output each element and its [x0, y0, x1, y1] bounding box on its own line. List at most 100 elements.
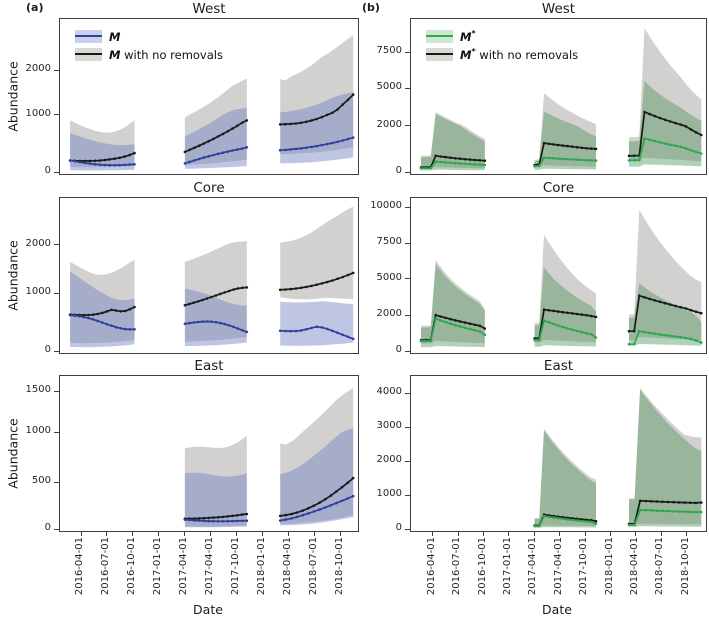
y-tick-label: 0 — [395, 344, 402, 355]
x-tick-label: 2017-10-01 — [229, 537, 241, 596]
x-tick-mark — [635, 531, 637, 536]
panel-title: East — [194, 358, 224, 374]
y-tick-mark — [54, 350, 59, 352]
x-tick-label: 2018-07-01 — [307, 537, 319, 596]
x-tick-mark — [508, 531, 510, 536]
y-tick-mark — [54, 244, 59, 246]
x-tick-label: 2016-04-01 — [425, 537, 437, 596]
y-tick-label: 0 — [395, 522, 402, 533]
y-tick-mark — [405, 314, 410, 316]
panel-b-west: West M* M* with no removals — [405, 1, 707, 175]
x-tick-mark — [483, 531, 484, 536]
x-tick-label: 2017-04-01 — [177, 537, 189, 596]
x-tick-label: 2016-10-01 — [125, 537, 137, 596]
panel-title: East — [543, 358, 574, 374]
x-tick-mark — [106, 531, 108, 536]
panel-title: West — [192, 1, 226, 17]
x-tick-label: 2018-10-01 — [679, 537, 691, 596]
legend-label-m-no-removals: M with no removals — [109, 47, 223, 62]
subfigure-label-b: (b) — [362, 1, 380, 14]
y-tick-label: 7500 — [376, 45, 402, 57]
x-tick-label: 2018-01-01 — [603, 537, 615, 596]
y-tick-label: 500 — [31, 475, 51, 487]
legend-swatch-mstar-no-removals — [426, 47, 453, 61]
y-tick-label: 1000 — [25, 286, 51, 298]
y-tick-mark — [54, 171, 59, 173]
y-tick-label: 5000 — [376, 271, 402, 283]
x-tick-mark — [660, 531, 662, 536]
y-tick-mark — [405, 426, 410, 428]
x-tick-mark — [584, 531, 586, 536]
y-tick-label: 1000 — [25, 107, 51, 119]
y-tick-mark — [54, 431, 59, 433]
y-tick-label: 2000 — [376, 454, 402, 466]
x-tick-label: 2018-04-01 — [281, 537, 293, 596]
legend-a: M M with no removals — [75, 29, 223, 65]
y-tick-mark — [405, 350, 410, 352]
x-tick-label: 2016-10-01 — [476, 537, 488, 596]
y-tick-label: 7500 — [376, 236, 402, 248]
panel-a-core: Core Abundance — [6, 180, 359, 354]
legend-label-mstar-no-removals: M* with no removals — [460, 46, 579, 62]
y-tick-mark — [405, 528, 410, 530]
y-tick-mark — [405, 242, 410, 244]
x-tick-mark — [288, 531, 290, 536]
x-tick-mark — [559, 531, 561, 536]
y-tick-mark — [54, 292, 59, 294]
x-tick-label: 2017-01-01 — [151, 537, 163, 596]
panel-a-east: East Abundance — [6, 358, 359, 536]
y-tick-mark — [54, 390, 59, 392]
x-tick-mark — [610, 531, 611, 536]
y-tick-mark — [405, 125, 410, 127]
y-tick-mark — [405, 460, 410, 462]
y-tick-label: 10000 — [370, 200, 402, 212]
x-tick-mark — [184, 531, 186, 536]
panel-a-west: West Abundance M M with no removals — [6, 1, 359, 175]
y-tick-label: 1500 — [25, 384, 51, 396]
y-tick-mark — [54, 528, 59, 530]
legend-label-m: M — [109, 29, 121, 44]
x-tick-mark — [314, 531, 316, 536]
y-tick-label: 3000 — [376, 420, 402, 432]
x-tick-mark — [236, 531, 238, 536]
panel-b-core: Core — [405, 180, 707, 354]
x-tick-mark — [457, 531, 459, 536]
legend-b: M* M* with no removals — [426, 29, 578, 65]
x-tick-label: 2018-04-01 — [628, 537, 640, 596]
x-tick-mark — [686, 531, 688, 536]
x-tick-mark — [132, 531, 134, 536]
legend-swatch-mstar — [426, 29, 453, 43]
x-tick-label: 2016-04-01 — [74, 537, 85, 596]
x-tick-label: 2017-04-01 — [527, 537, 539, 596]
y-tick-label: 2000 — [376, 118, 402, 130]
y-tick-mark — [405, 494, 410, 496]
y-tick-mark — [54, 481, 59, 483]
legend-item-mstar: M* — [426, 29, 578, 43]
y-tick-mark — [405, 278, 410, 280]
y-tick-mark — [405, 51, 410, 53]
y-tick-label: 0 — [395, 165, 402, 176]
y-axis-label: Abundance — [5, 418, 21, 489]
panel-b-east: East — [405, 358, 707, 536]
y-tick-mark — [405, 87, 410, 89]
y-tick-mark — [54, 114, 59, 116]
x-tick-label: 2017-01-01 — [501, 537, 513, 596]
panel-title: West — [541, 1, 576, 17]
x-tick-label: 2017-04-01 — [203, 537, 215, 596]
y-tick-label: 0 — [44, 165, 51, 176]
y-tick-label: 1000 — [25, 425, 51, 437]
x-axis-label-left: Date — [193, 602, 223, 617]
legend-label-mstar: M* — [460, 28, 476, 44]
legend-item-m: M — [75, 29, 223, 43]
x-tick-label: 2016-07-01 — [451, 537, 463, 596]
x-tick-mark — [340, 531, 342, 536]
y-tick-mark — [405, 206, 410, 208]
y-tick-label: 2000 — [376, 308, 402, 320]
x-tick-label: 2018-07-01 — [654, 537, 666, 596]
x-tick-mark — [210, 531, 212, 536]
y-axis-label: Abundance — [5, 61, 21, 132]
y-axis-label: Abundance — [5, 240, 21, 311]
y-tick-label: 1000 — [376, 488, 402, 500]
y-tick-mark — [405, 392, 410, 394]
